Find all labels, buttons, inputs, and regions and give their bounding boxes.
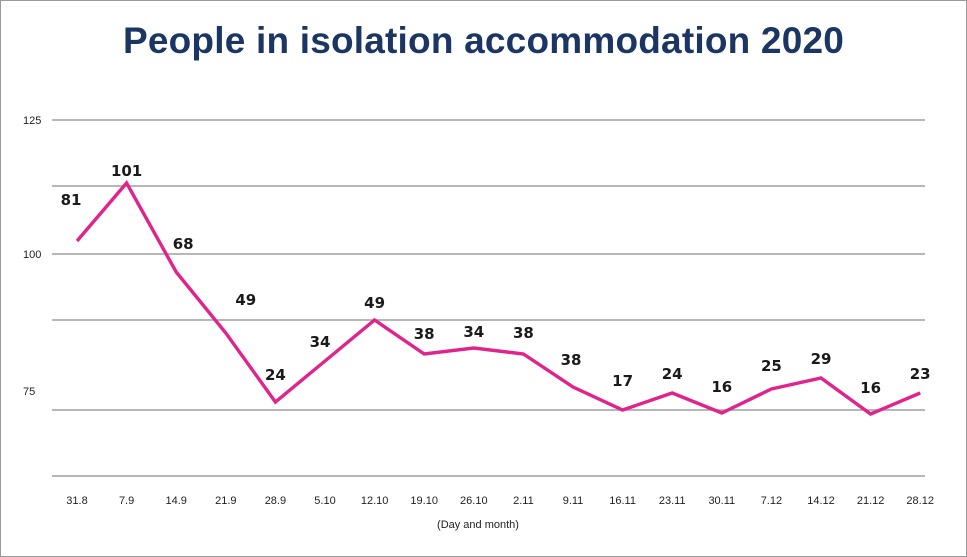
data-label: 101	[111, 162, 142, 180]
x-tick-label: 30.11	[708, 495, 735, 507]
data-label: 49	[364, 294, 385, 312]
x-tick-label: 7.9	[119, 495, 134, 507]
series-line	[75, 180, 921, 416]
y-tick-label: 125	[23, 115, 41, 127]
x-tick-label: 5.10	[314, 495, 335, 507]
x-tick-label: 12.10	[361, 495, 389, 507]
x-axis-ticks: 31.8 7.9 14.9 21.9 28.9 5.10 12.10 19.10 26.10 2.…	[66, 495, 934, 507]
data-label: 24	[265, 366, 286, 384]
x-tick-label: 16.11	[609, 495, 636, 507]
x-tick-label: 7.12	[761, 495, 782, 507]
y-tick-label: 75	[23, 386, 35, 398]
data-label: 16	[711, 378, 732, 396]
data-labels: 81 101 68 49 24 34 49 38 34 38 38 17 24 16 25 29 16 23	[61, 162, 931, 397]
data-label: 24	[662, 365, 683, 383]
series-path	[75, 180, 921, 416]
x-tick-label: 23.11	[659, 495, 686, 507]
data-label: 29	[811, 350, 832, 368]
data-label: 68	[173, 235, 194, 253]
x-tick-label: 28.9	[265, 495, 286, 507]
x-tick-label: 26.10	[460, 495, 488, 507]
x-tick-label: 9.11	[563, 495, 584, 507]
x-tick-label: 2.11	[513, 495, 534, 507]
data-label: 34	[463, 323, 484, 341]
data-label: 81	[61, 191, 82, 209]
data-label: 25	[761, 357, 782, 375]
data-label: 34	[310, 333, 331, 351]
data-label: 49	[235, 291, 256, 309]
data-label: 38	[513, 324, 534, 342]
x-tick-label: 21.9	[215, 495, 236, 507]
chart-title: People in isolation accommodation 2020	[122, 20, 845, 61]
data-label: 38	[414, 325, 435, 343]
x-axis-label: (Day and month)	[437, 519, 519, 531]
data-label: 17	[612, 372, 633, 390]
x-tick-label: 19.10	[410, 495, 438, 507]
x-tick-label: 31.8	[66, 495, 87, 507]
x-tick-label: 14.9	[165, 495, 186, 507]
x-tick-label: 28.12	[906, 495, 934, 507]
x-tick-label: 21.12	[857, 495, 885, 507]
data-label: 16	[860, 379, 881, 397]
data-label: 38	[561, 351, 582, 369]
x-tick-label: 14.12	[807, 495, 835, 507]
data-label: 23	[910, 365, 931, 383]
gridlines	[52, 119, 925, 477]
y-tick-label: 100	[23, 249, 41, 261]
y-axis-ticks: 125 100 75	[23, 115, 41, 398]
